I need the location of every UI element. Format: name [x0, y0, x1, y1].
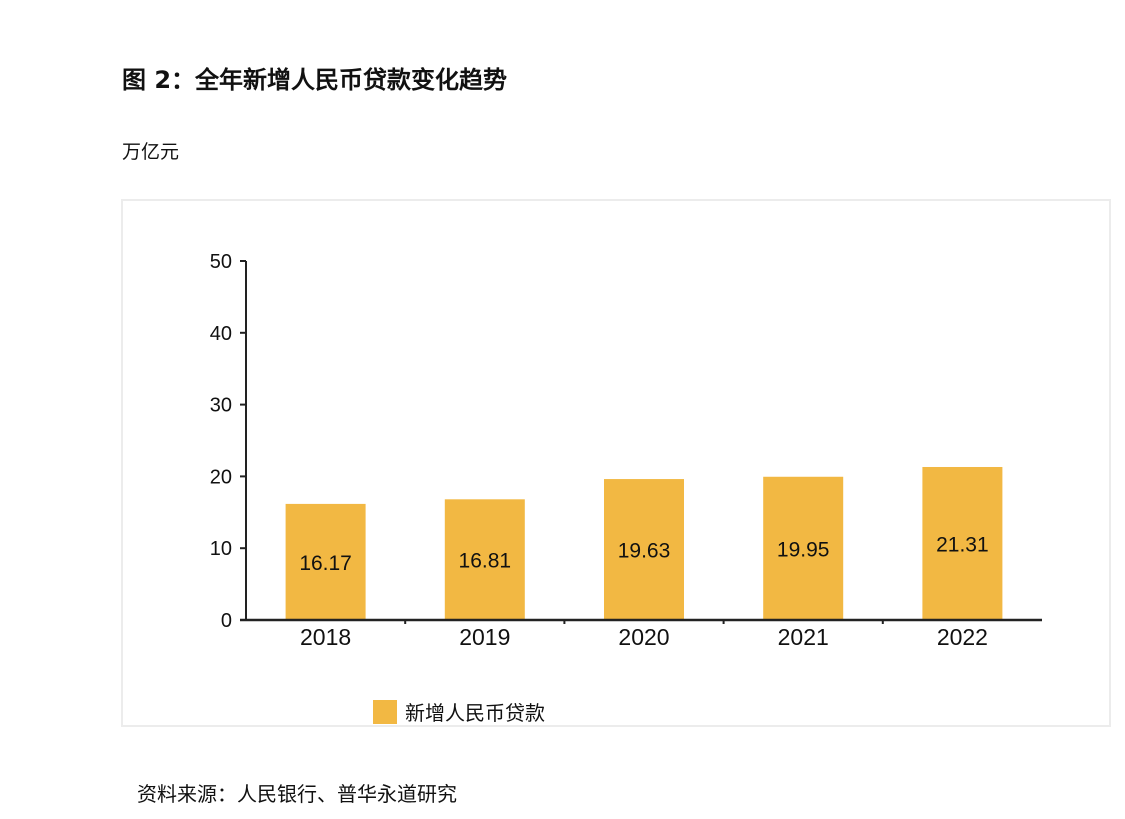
chart-frame	[121, 199, 1111, 727]
legend-swatch	[373, 700, 397, 724]
x-tick-label-2019: 2019	[459, 624, 510, 650]
bar-2018	[285, 503, 366, 620]
x-tick-label-2020: 2020	[618, 624, 669, 650]
data-label-2021: 19.95	[777, 538, 830, 561]
y-tick-label-50: 50	[210, 251, 232, 273]
x-tick-label-2018: 2018	[300, 624, 351, 650]
bar-2019	[444, 499, 525, 620]
y-tick-label-30: 30	[210, 395, 232, 417]
y-tick-label-0: 0	[221, 610, 232, 632]
y-tick-label-10: 10	[210, 538, 232, 560]
data-label-2019: 16.81	[459, 550, 512, 573]
chart-title: 图 2：全年新增人民币贷款变化趋势	[122, 66, 508, 94]
y-tick-label-20: 20	[210, 466, 232, 488]
data-label-2018: 16.17	[299, 552, 352, 575]
source-note: 资料来源：人民银行、普华永道研究	[137, 782, 457, 806]
data-label-2022: 21.31	[936, 533, 989, 556]
x-tick-label-2022: 2022	[937, 624, 988, 650]
legend-label: 新增人民币贷款	[405, 701, 545, 725]
unit-label: 万亿元	[122, 141, 180, 163]
data-label-2020: 19.63	[618, 540, 671, 563]
bar-2022	[922, 466, 1003, 620]
x-tick-label-2021: 2021	[778, 624, 829, 650]
bar-2020	[604, 479, 684, 620]
bar-2021	[763, 476, 844, 620]
y-tick-label-40: 40	[210, 323, 232, 345]
